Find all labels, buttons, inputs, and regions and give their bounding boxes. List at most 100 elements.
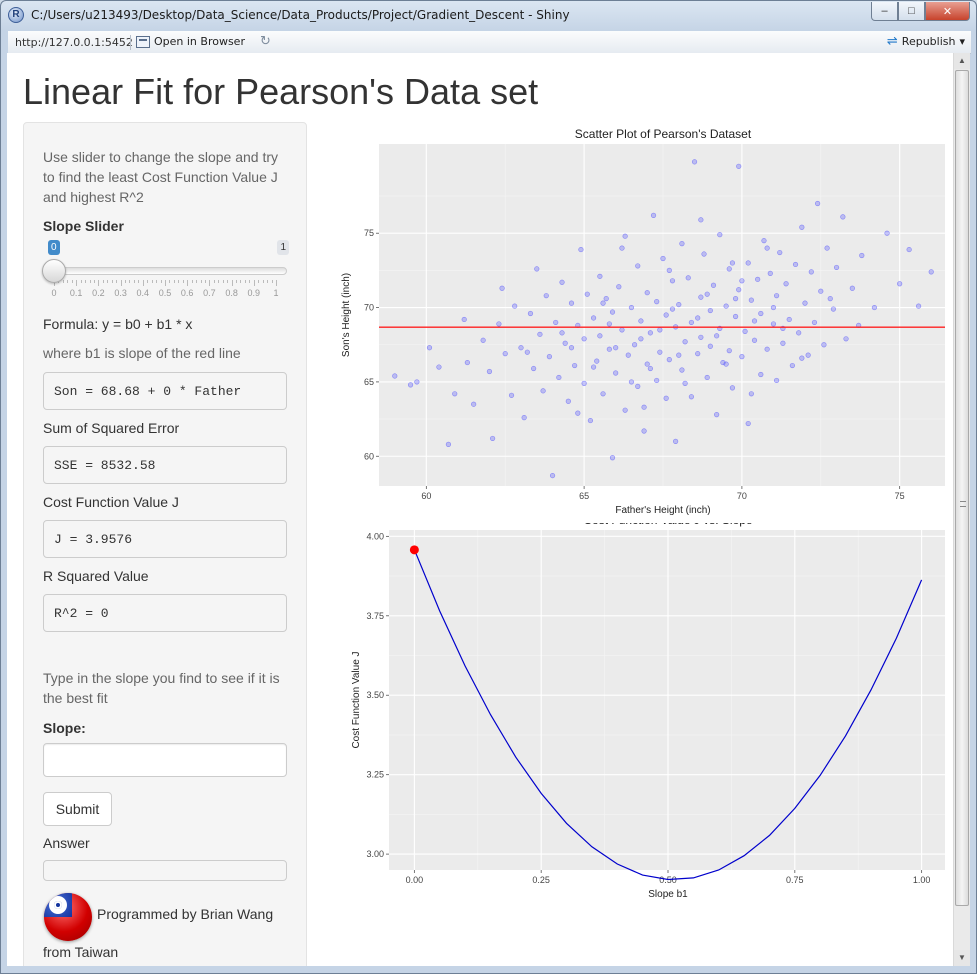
slider-tick-label: 0.2 xyxy=(92,288,105,298)
data-point xyxy=(644,290,650,296)
r2-output: R^2 = 0 xyxy=(43,594,287,632)
data-point xyxy=(758,371,764,378)
chevron-down-icon[interactable]: ▾ xyxy=(959,35,965,48)
data-point xyxy=(436,364,442,370)
x-tick-label: 75 xyxy=(895,491,905,501)
data-point xyxy=(594,358,600,364)
slider-tick xyxy=(165,280,166,286)
scrollbar-thumb[interactable] xyxy=(955,70,969,906)
data-point xyxy=(518,345,524,351)
data-point xyxy=(799,355,805,361)
viewer-toolbar: http://127.0.0.1:5452 Open in Browser ↻ … xyxy=(8,31,971,54)
x-tick-label: 0.75 xyxy=(786,875,804,885)
data-point xyxy=(496,321,502,327)
x-axis-label: Father's Height (inch) xyxy=(615,505,710,516)
data-point xyxy=(770,321,777,327)
data-point xyxy=(613,345,619,351)
plot-panel xyxy=(379,144,945,486)
toolbar-divider xyxy=(130,35,131,50)
data-point xyxy=(748,297,754,303)
slider-handle[interactable] xyxy=(42,259,66,283)
sse-output: SSE = 8532.58 xyxy=(43,446,287,484)
data-point xyxy=(597,273,603,279)
data-point xyxy=(723,361,729,367)
slider-tick-label: 0 xyxy=(51,288,57,298)
x-tick-label: 0.25 xyxy=(532,875,550,885)
data-point xyxy=(884,230,890,236)
credit-line-1: Programmed by Brian Wang xyxy=(97,906,274,922)
slider-tick xyxy=(147,280,149,283)
window-title: C:/Users/u213493/Desktop/Data_Science/Da… xyxy=(31,8,570,22)
data-point xyxy=(840,214,846,220)
slider-tick xyxy=(62,280,64,283)
data-point xyxy=(471,401,477,407)
slope-input[interactable] xyxy=(43,743,287,777)
maximize-button[interactable]: □ xyxy=(898,2,925,21)
data-point xyxy=(751,318,758,324)
minimize-button[interactable]: – xyxy=(871,2,898,21)
y-tick-label: 4.00 xyxy=(366,531,384,541)
data-point xyxy=(742,328,748,334)
title-bar[interactable]: R C:/Users/u213493/Desktop/Data_Science/… xyxy=(1,1,976,31)
data-point xyxy=(682,339,688,345)
sidebar-panel: Use slider to change the slope and try t… xyxy=(23,122,307,966)
x-tick-label: 65 xyxy=(579,491,589,501)
equation-output: Son = 68.68 + 0 * Father xyxy=(43,372,287,410)
app-viewport: Linear Fit for Pearson's Data set Use sl… xyxy=(7,53,953,966)
close-button[interactable]: ✕ xyxy=(925,2,970,21)
data-point xyxy=(575,410,581,416)
data-point xyxy=(732,313,739,320)
scroll-up-icon[interactable]: ▲ xyxy=(954,53,970,69)
formula-text: Formula: y = b0 + b1 * x xyxy=(43,316,193,332)
data-point xyxy=(650,212,657,218)
slider-tick xyxy=(156,280,158,283)
slider-tick xyxy=(67,280,69,283)
data-point xyxy=(666,357,672,363)
refresh-icon[interactable]: ↻ xyxy=(260,34,271,49)
data-point xyxy=(414,379,420,385)
data-point xyxy=(764,245,770,251)
data-point xyxy=(751,337,758,343)
data-point xyxy=(600,391,606,397)
scroll-down-icon[interactable]: ▼ xyxy=(954,950,970,966)
data-point xyxy=(568,345,575,351)
data-point xyxy=(581,380,587,387)
data-point xyxy=(871,304,878,311)
submit-button[interactable]: Submit xyxy=(43,792,112,826)
data-point xyxy=(906,246,912,253)
data-point xyxy=(928,269,934,275)
data-point xyxy=(707,307,713,314)
data-point xyxy=(490,435,496,442)
intro-text: Use slider to change the slope and try t… xyxy=(43,149,279,205)
data-point xyxy=(802,300,808,306)
vertical-scrollbar[interactable]: ▲ ▼ xyxy=(953,53,970,966)
data-point xyxy=(729,385,736,391)
slope-slider[interactable]: 0 1 0 0.1 0.2 0.3 0.4 0.5 0.6 0.7 0.8 0.9 1 xyxy=(42,240,289,300)
data-point xyxy=(783,281,789,287)
data-point xyxy=(559,279,565,285)
window-controls: – □ ✕ xyxy=(871,2,970,21)
r2-label: R Squared Value xyxy=(43,568,149,584)
slider-track[interactable] xyxy=(45,267,287,275)
slider-tick xyxy=(218,280,220,283)
data-point xyxy=(606,346,612,352)
data-point xyxy=(688,319,695,326)
data-point xyxy=(600,300,606,306)
data-point xyxy=(572,362,578,369)
slider-tick xyxy=(262,280,264,283)
credit-line-2: from Taiwan xyxy=(43,944,119,960)
data-point xyxy=(669,306,676,312)
republish-button[interactable]: ⇌ Republish ▾ xyxy=(887,35,965,49)
y-tick-label: 3.75 xyxy=(366,611,384,621)
data-point xyxy=(796,330,802,336)
slider-tick xyxy=(200,280,202,283)
slider-tick xyxy=(160,280,162,283)
open-in-browser-button[interactable]: Open in Browser xyxy=(136,35,245,48)
data-point xyxy=(777,249,783,256)
answer-label: Answer xyxy=(43,835,90,851)
data-point xyxy=(590,315,597,321)
slider-tick-label: 0.3 xyxy=(114,288,127,298)
slider-tick xyxy=(125,280,127,283)
slider-tick xyxy=(204,280,206,283)
data-point xyxy=(774,377,780,384)
